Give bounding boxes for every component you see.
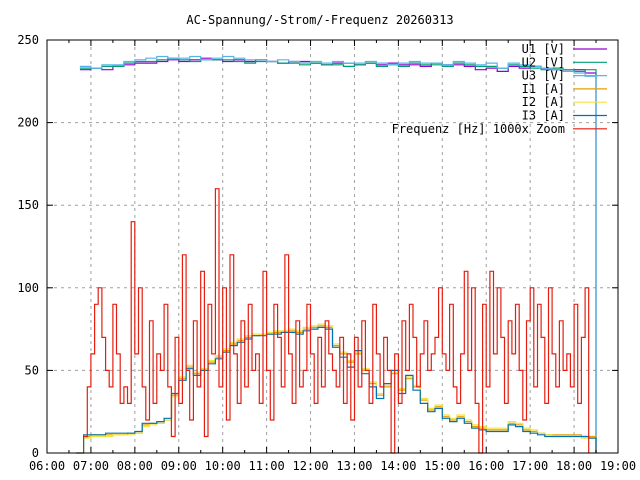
legend-entry: I1 [A]	[522, 82, 607, 96]
y-tick-label: 200	[17, 116, 39, 130]
x-tick-label: 06:00	[29, 459, 65, 473]
series-i3-line	[76, 326, 597, 454]
legend-entry: Frequenz [Hz] 1000x Zoom	[392, 122, 607, 136]
legend-entry: I3 [A]	[522, 109, 607, 123]
legend-entry: U2 [V]	[522, 55, 607, 69]
legend-label: I2 [A]	[522, 95, 565, 109]
x-tick-label: 11:00	[249, 459, 285, 473]
y-tick-label: 50	[25, 363, 39, 377]
x-tick-label: 07:00	[73, 459, 109, 473]
y-tick-label: 100	[17, 281, 39, 295]
legend: U1 [V]U2 [V]U3 [V]I1 [A]I2 [A]I3 [A]Freq…	[392, 42, 607, 136]
x-tick-label: 10:00	[205, 459, 241, 473]
legend-label: I3 [A]	[522, 109, 565, 123]
series-i1-line	[76, 325, 597, 454]
x-tick-label: 13:00	[336, 459, 372, 473]
series-i2-line	[76, 323, 597, 454]
x-tick-label: 19:00	[600, 459, 636, 473]
x-tick-label: 09:00	[161, 459, 197, 473]
x-tick-label: 18:00	[556, 459, 592, 473]
series-group	[76, 55, 597, 454]
legend-label: U3 [V]	[522, 69, 565, 83]
x-tick-label: 08:00	[117, 459, 153, 473]
legend-entry: U1 [V]	[522, 42, 607, 56]
legend-label: U1 [V]	[522, 42, 565, 56]
x-tick-label: 17:00	[512, 459, 548, 473]
y-tick-label: 250	[17, 33, 39, 47]
plot-border	[46, 39, 619, 454]
legend-entry: I2 [A]	[522, 95, 607, 109]
series-u3-line	[79, 55, 597, 453]
y-tick-label: 150	[17, 198, 39, 212]
x-tick-label: 16:00	[468, 459, 504, 473]
axes: 0 50 100 150 200 250 06:00 07:00 08:00 09:00 10:00…	[17, 33, 636, 473]
legend-entry: U3 [V]	[522, 69, 607, 83]
legend-label: U2 [V]	[522, 55, 565, 69]
x-tick-label: 15:00	[424, 459, 460, 473]
legend-label: Frequenz [Hz] 1000x Zoom	[392, 122, 565, 136]
legend-label: I1 [A]	[522, 82, 565, 96]
x-tick-label: 12:00	[292, 459, 328, 473]
series-frequenz-line	[83, 188, 590, 454]
y-tick-label: 0	[32, 446, 39, 460]
chart-title: AC-Spannung/-Strom/-Frequenz 20260313	[186, 13, 453, 27]
x-tick-label: 14:00	[380, 459, 416, 473]
